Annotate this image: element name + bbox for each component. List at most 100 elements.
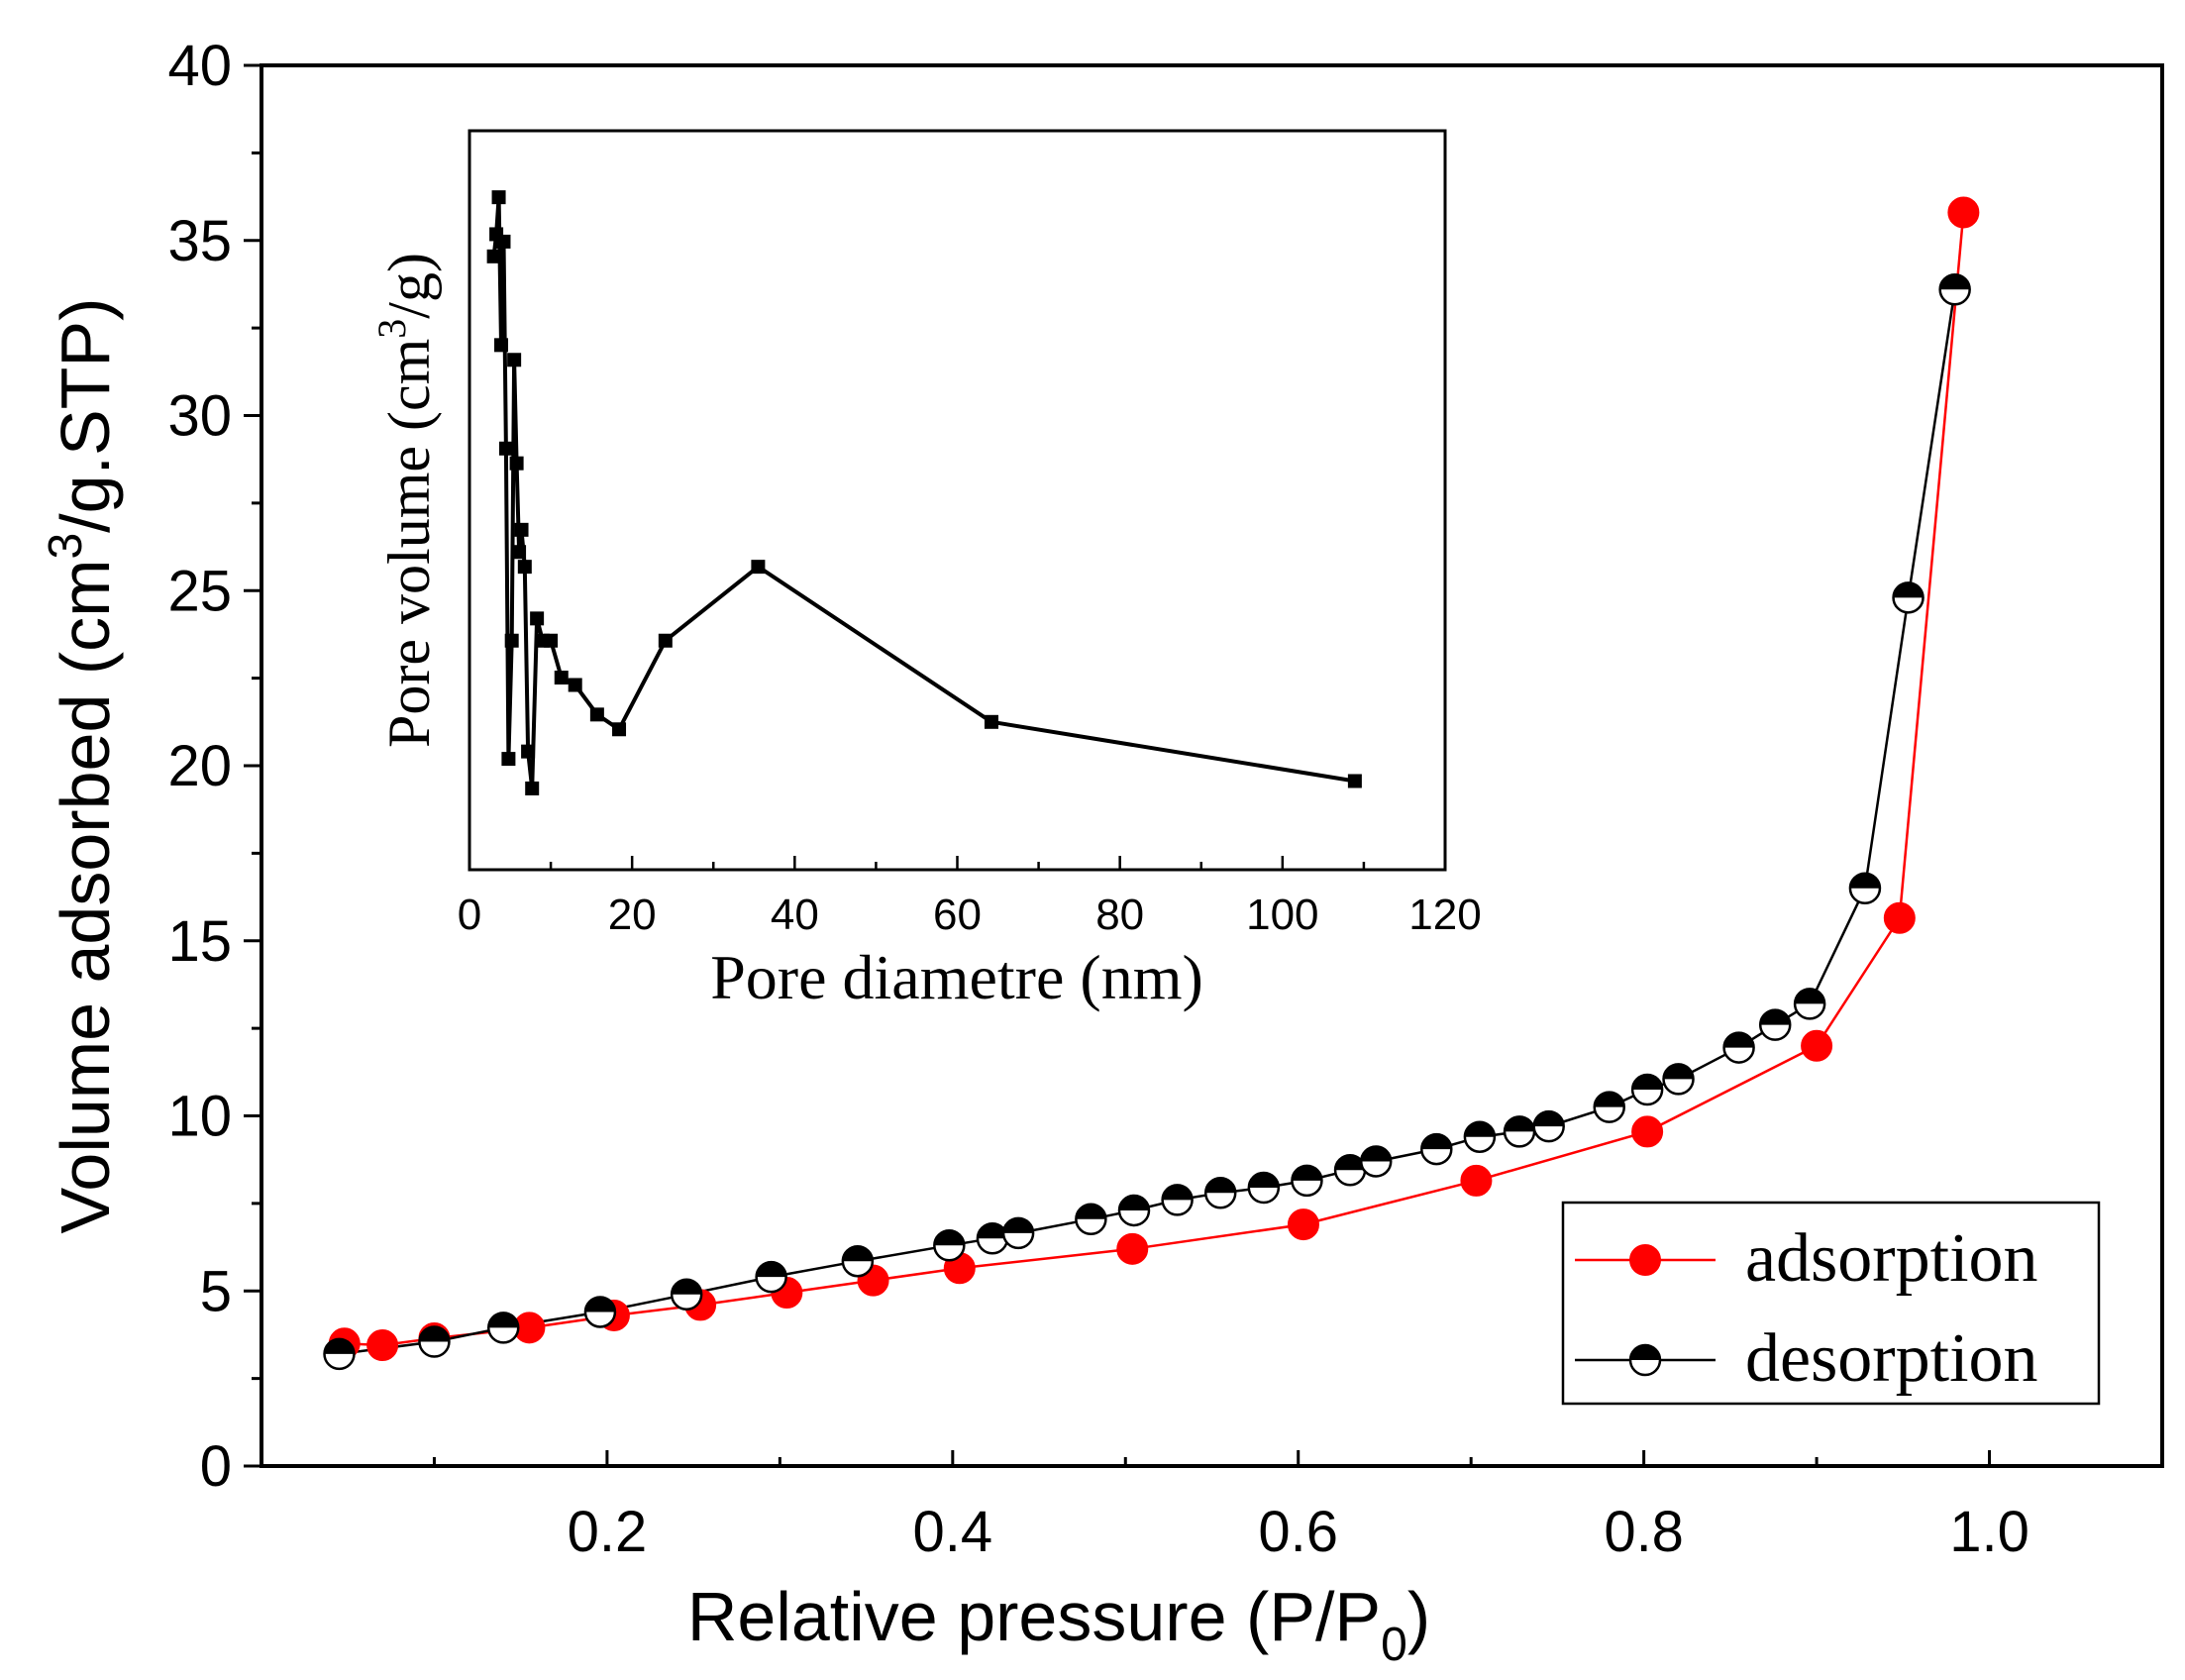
inset-tick-labels: 0 20 40 60 80 100 120 bbox=[458, 891, 1482, 939]
pore-volume-point bbox=[517, 560, 532, 575]
desorption-point bbox=[1359, 1145, 1393, 1178]
desorption-point bbox=[1892, 581, 1925, 614]
adsorption-point bbox=[1883, 901, 1916, 934]
desorption-point bbox=[1722, 1031, 1755, 1064]
y-tick-label: 40 bbox=[167, 34, 232, 98]
desorption-point bbox=[1333, 1154, 1367, 1187]
desorption-point bbox=[841, 1244, 875, 1278]
adsorption-point bbox=[1801, 1029, 1833, 1062]
pore-volume-point bbox=[509, 456, 524, 471]
desorption-point bbox=[1938, 272, 1971, 306]
pore-volume-point bbox=[494, 338, 509, 353]
legend: adsorption desorption bbox=[1561, 1201, 2101, 1406]
desorption-point bbox=[1247, 1171, 1281, 1205]
pore-volume-point bbox=[501, 752, 516, 767]
desorption-point bbox=[1503, 1115, 1536, 1148]
inset-x-tick-label: 120 bbox=[1408, 891, 1481, 939]
inset-x-axis-label: Pore diametre (nm) bbox=[710, 942, 1203, 1012]
adsorption-point bbox=[1287, 1208, 1319, 1241]
x-tick-label: 0.8 bbox=[1604, 1500, 1684, 1564]
desorption-point bbox=[1758, 1008, 1792, 1041]
desorption-point bbox=[670, 1278, 703, 1312]
inset-series-markers bbox=[486, 190, 1362, 795]
desorption-point bbox=[1291, 1164, 1323, 1198]
desorption-point bbox=[1075, 1203, 1107, 1236]
desorption-point bbox=[755, 1260, 787, 1294]
inset-x-tick-label: 40 bbox=[771, 891, 819, 939]
y-tick-label: 30 bbox=[167, 384, 232, 449]
pore-volume-point bbox=[612, 722, 627, 737]
desorption-point bbox=[1848, 872, 1882, 904]
inset-y-axis-label: Pore volume (cm3/g) bbox=[369, 253, 442, 748]
pore-volume-point bbox=[504, 633, 519, 648]
y-tick-label: 5 bbox=[200, 1259, 232, 1323]
inset-x-tick-label: 60 bbox=[933, 891, 982, 939]
x-tick-label: 0.4 bbox=[912, 1500, 992, 1564]
pore-volume-point bbox=[1347, 774, 1362, 788]
desorption-point bbox=[1203, 1177, 1237, 1209]
pore-volume-point bbox=[498, 441, 513, 456]
inset-x-tick-label: 0 bbox=[458, 891, 481, 939]
x-tick-label: 0.2 bbox=[568, 1500, 648, 1564]
main-tick-labels: 0.2 0.4 0.6 0.8 1.0 0 5 10 15 20 25 30 35 40 bbox=[167, 34, 2029, 1564]
main-series-markers bbox=[323, 196, 1980, 1371]
x-tick-label: 0.6 bbox=[1258, 1500, 1338, 1564]
y-tick-label: 25 bbox=[167, 559, 232, 623]
pore-volume-point bbox=[507, 353, 522, 368]
y-tick-label: 10 bbox=[167, 1085, 232, 1149]
desorption-point bbox=[1463, 1120, 1497, 1153]
adsorption-point bbox=[1116, 1232, 1149, 1265]
legend-adsorption-label: adsorption bbox=[1745, 1220, 2038, 1297]
pore-volume-point bbox=[496, 234, 511, 249]
desorption-point bbox=[1793, 988, 1826, 1020]
pore-volume-point bbox=[751, 560, 766, 575]
desorption-point bbox=[486, 1312, 520, 1344]
pore-volume-point bbox=[530, 611, 545, 626]
y-tick-label: 35 bbox=[167, 209, 232, 273]
desorption-point bbox=[583, 1296, 617, 1328]
desorption-point bbox=[1593, 1091, 1625, 1123]
y-tick-label: 20 bbox=[167, 734, 232, 798]
pore-volume-point bbox=[521, 744, 536, 759]
legend-desorption-marker bbox=[1628, 1343, 1662, 1377]
desorption-point bbox=[1662, 1063, 1695, 1096]
desorption-point bbox=[323, 1337, 356, 1371]
desorption-point bbox=[1161, 1184, 1194, 1216]
pore-volume-point bbox=[512, 545, 527, 560]
inset-x-tick-label: 20 bbox=[608, 891, 657, 939]
pore-volume-point bbox=[589, 707, 604, 722]
desorption-point bbox=[1117, 1194, 1151, 1227]
pore-volume-point bbox=[554, 671, 569, 685]
adsorption-point bbox=[1631, 1115, 1664, 1148]
desorption-point bbox=[1630, 1073, 1664, 1106]
legend-desorption-symbol bbox=[1628, 1343, 1662, 1377]
adsorption-point bbox=[366, 1329, 399, 1362]
x-tick-label: 1.0 bbox=[1949, 1500, 2029, 1564]
y-tick-label: 15 bbox=[167, 909, 232, 974]
pore-volume-point bbox=[984, 714, 998, 729]
pore-volume-point bbox=[491, 190, 506, 205]
main-x-axis-label: Relative pressure (P/P0) bbox=[687, 1578, 1430, 1671]
pore-volume-point bbox=[658, 633, 673, 648]
pore-volume-point bbox=[486, 249, 501, 263]
inset-axis-ticks bbox=[468, 856, 1447, 870]
adsorption-point bbox=[1947, 196, 1980, 229]
pore-volume-point bbox=[525, 781, 540, 795]
legend-adsorption-marker bbox=[1629, 1244, 1661, 1276]
desorption-point bbox=[933, 1229, 966, 1262]
inset-x-tick-label: 100 bbox=[1246, 891, 1318, 939]
main-y-axis-label: Volume adsorbed (cm3/g.STP) bbox=[40, 298, 124, 1234]
pore-volume-point bbox=[544, 633, 559, 648]
desorption-point bbox=[418, 1325, 451, 1358]
inset-plot-frame bbox=[468, 129, 1447, 872]
adsorption-point bbox=[1460, 1164, 1493, 1197]
main-axis-ticks bbox=[244, 63, 1992, 1468]
y-tick-label: 0 bbox=[200, 1434, 232, 1499]
pore-volume-point bbox=[568, 678, 582, 692]
pore-volume-point bbox=[514, 522, 529, 537]
desorption-point bbox=[1532, 1109, 1565, 1143]
inset-x-tick-label: 80 bbox=[1095, 891, 1144, 939]
desorption-point bbox=[1420, 1132, 1453, 1166]
legend-desorption-label: desorption bbox=[1745, 1320, 2038, 1397]
